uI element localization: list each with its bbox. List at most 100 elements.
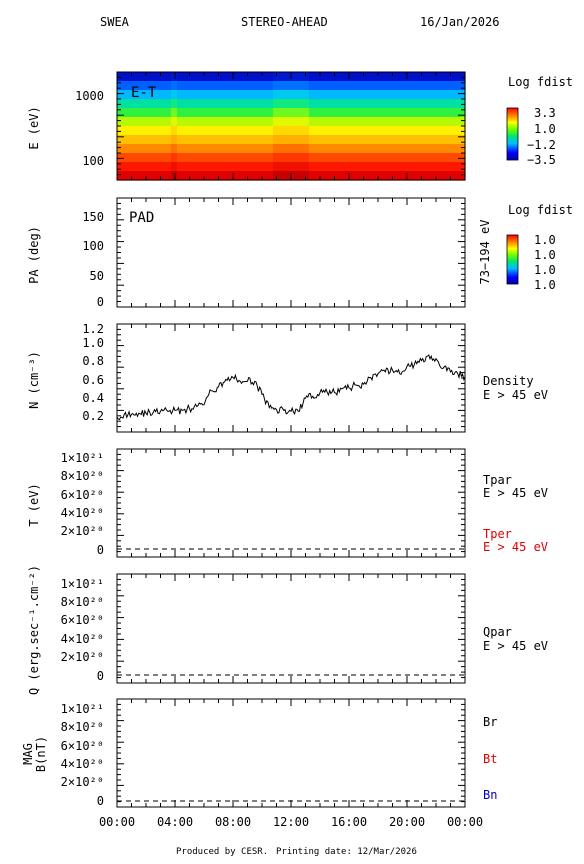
- ytick-label: 0.4: [82, 391, 104, 405]
- heatmap-cell: [237, 126, 244, 136]
- heatmap-cell: [237, 99, 244, 109]
- heatmap-cell: [189, 153, 196, 163]
- heatmap-cell: [435, 144, 442, 154]
- heatmap-cell: [129, 153, 136, 163]
- heatmap-cell: [273, 108, 280, 118]
- heatmap-cell: [357, 72, 364, 82]
- heatmap-cell: [165, 171, 172, 181]
- heatmap-cell: [273, 153, 280, 163]
- heatmap-cell: [267, 108, 274, 118]
- heatmap-cell: [219, 171, 226, 181]
- heatmap-cell: [435, 126, 442, 136]
- legend-entry: E > 45 eV: [483, 486, 548, 500]
- heatmap-cell: [459, 81, 466, 91]
- xtick-label: 08:00: [215, 815, 251, 829]
- heatmap-cell: [345, 90, 352, 100]
- heatmap-cell: [363, 90, 370, 100]
- heatmap-cell: [297, 117, 304, 127]
- heatmap-cell: [255, 117, 262, 127]
- legend-entry: E > 45 eV: [483, 540, 548, 554]
- heatmap-cell: [255, 81, 262, 91]
- heatmap-cell: [141, 81, 148, 91]
- heatmap-cell: [459, 162, 466, 172]
- heatmap-cell: [273, 162, 280, 172]
- heatmap-cell: [183, 117, 190, 127]
- legend-entry: Bn: [483, 788, 497, 802]
- heatmap-cell: [195, 117, 202, 127]
- heatmap-cell: [429, 108, 436, 118]
- heatmap-cell: [447, 153, 454, 163]
- heatmap-cell: [141, 72, 148, 82]
- heatmap-cell: [327, 171, 334, 181]
- heatmap-cell: [189, 117, 196, 127]
- heatmap-cell: [387, 81, 394, 91]
- heatmap-cell: [279, 171, 286, 181]
- heatmap-cell: [357, 162, 364, 172]
- heatmap-cell: [207, 72, 214, 82]
- heatmap-cell: [417, 171, 424, 181]
- heatmap-cell: [117, 171, 124, 181]
- density-series: [116, 354, 466, 421]
- heatmap-cell: [237, 171, 244, 181]
- heatmap-cell: [195, 72, 202, 82]
- heatmap-cell: [303, 99, 310, 109]
- heatmap-cell: [339, 135, 346, 145]
- ytick-label: 6×10²⁰: [61, 613, 104, 627]
- heatmap-cell: [381, 108, 388, 118]
- heatmap-cell: [435, 153, 442, 163]
- colorbar-tick: 1.0: [534, 233, 556, 247]
- heatmap-cell: [333, 108, 340, 118]
- heatmap-cell: [429, 144, 436, 154]
- heatmap-cell: [297, 153, 304, 163]
- y-axis-label: Q (erg.sec⁻¹.cm⁻²): [27, 565, 41, 695]
- heatmap-cell: [387, 90, 394, 100]
- heatmap-cell: [207, 90, 214, 100]
- heatmap-cell: [273, 171, 280, 181]
- heatmap-cell: [411, 90, 418, 100]
- heatmap-cell: [225, 117, 232, 127]
- heatmap-cell: [201, 126, 208, 136]
- heatmap-cell: [237, 108, 244, 118]
- heatmap-cell: [309, 72, 316, 82]
- heatmap-cell: [297, 72, 304, 82]
- heatmap-cell: [171, 99, 178, 109]
- heatmap-cell: [141, 162, 148, 172]
- heatmap-cell: [315, 117, 322, 127]
- heatmap-cell: [279, 108, 286, 118]
- x-axis: 00:00 04:00 08:00 12:00 16:00 20:00 00:0…: [99, 815, 483, 829]
- heatmap-cell: [231, 162, 238, 172]
- heatmap-cell: [207, 126, 214, 136]
- heatmap-cell: [393, 99, 400, 109]
- heatmap-cell: [123, 108, 130, 118]
- heatmap-cell: [249, 117, 256, 127]
- heatmap-cell: [291, 99, 298, 109]
- heatmap-cell: [129, 126, 136, 136]
- heatmap-cell: [387, 72, 394, 82]
- xtick-label: 00:00: [447, 815, 483, 829]
- heatmap-cell: [429, 90, 436, 100]
- heatmap-cell: [447, 99, 454, 109]
- heatmap-cell: [369, 126, 376, 136]
- heatmap-cell: [219, 108, 226, 118]
- heatmap-cell: [327, 162, 334, 172]
- heatmap-cell: [249, 108, 256, 118]
- heatmap-cell: [273, 135, 280, 145]
- heatmap-cell: [243, 117, 250, 127]
- heatmap-cell: [285, 135, 292, 145]
- heatmap-cell: [405, 126, 412, 136]
- heatmap-cell: [453, 162, 460, 172]
- heatmap-cell: [207, 99, 214, 109]
- heatmap-cell: [405, 153, 412, 163]
- heatmap-cell: [165, 90, 172, 100]
- heatmap-cell: [195, 153, 202, 163]
- heatmap-cell: [339, 90, 346, 100]
- ytick-label: 0: [97, 295, 104, 309]
- heatmap-cell: [237, 90, 244, 100]
- heatmap-cell: [345, 81, 352, 91]
- heatmap-cell: [309, 144, 316, 154]
- heatmap-cell: [189, 144, 196, 154]
- heatmap-cell: [225, 135, 232, 145]
- heatmap-cell: [183, 135, 190, 145]
- heatmap-cell: [141, 153, 148, 163]
- heatmap-cell: [405, 90, 412, 100]
